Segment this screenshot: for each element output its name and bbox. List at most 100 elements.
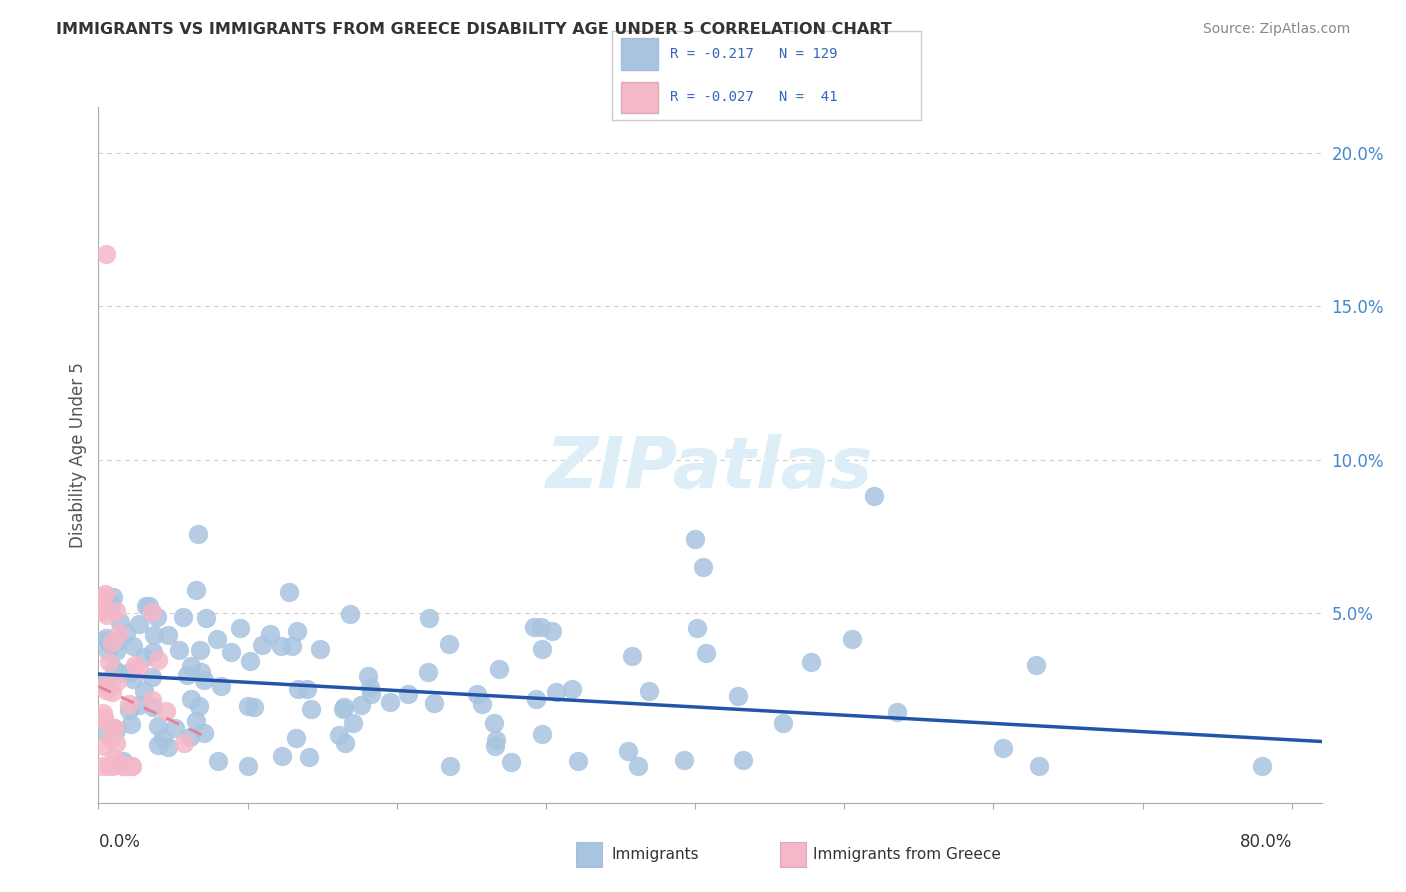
Point <box>112 759 135 773</box>
Point <box>841 632 863 646</box>
Point <box>236 759 259 773</box>
Point <box>418 610 440 624</box>
Point <box>180 658 202 673</box>
Point <box>281 640 304 654</box>
Point <box>115 759 138 773</box>
Point <box>188 643 211 657</box>
Point <box>295 682 318 697</box>
Point <box>195 611 218 625</box>
Point <box>108 633 131 648</box>
Point <box>627 759 650 773</box>
Point <box>141 693 163 707</box>
Point <box>482 716 505 731</box>
Point <box>115 626 138 640</box>
Y-axis label: Disability Age Under 5: Disability Age Under 5 <box>69 362 87 548</box>
Point <box>152 731 174 745</box>
Point <box>146 738 169 752</box>
Point <box>530 726 553 740</box>
Text: R = -0.217   N = 129: R = -0.217 N = 129 <box>671 47 838 62</box>
Point <box>437 637 460 651</box>
Point <box>94 631 117 645</box>
Point <box>118 703 141 717</box>
Point <box>378 695 401 709</box>
Point <box>141 670 163 684</box>
Text: IMMIGRANTS VS IMMIGRANTS FROM GREECE DISABILITY AGE UNDER 5 CORRELATION CHART: IMMIGRANTS VS IMMIGRANTS FROM GREECE DIS… <box>56 22 891 37</box>
Point <box>193 673 215 687</box>
Point <box>97 656 120 670</box>
Point <box>118 697 141 711</box>
Point <box>686 621 709 635</box>
Point <box>105 644 128 658</box>
Point <box>176 667 198 681</box>
Text: 0.0%: 0.0% <box>98 833 141 852</box>
Point <box>219 645 242 659</box>
Point <box>138 599 160 613</box>
Point <box>94 247 117 261</box>
Point <box>243 700 266 714</box>
Bar <box>621 38 658 70</box>
Point <box>250 638 273 652</box>
Point <box>97 644 120 658</box>
Point <box>155 704 177 718</box>
Point <box>142 627 165 641</box>
Point <box>328 728 350 742</box>
Text: R = -0.027   N =  41: R = -0.027 N = 41 <box>671 90 838 104</box>
Point <box>128 698 150 713</box>
Point <box>339 607 361 621</box>
Point <box>128 617 150 632</box>
Point <box>96 607 118 622</box>
Point <box>93 739 115 754</box>
Text: Source: ZipAtlas.com: Source: ZipAtlas.com <box>1202 22 1350 37</box>
Point <box>530 620 553 634</box>
Point <box>673 753 696 767</box>
Point <box>108 666 131 681</box>
Point <box>100 602 122 616</box>
Point <box>439 759 461 773</box>
Point <box>541 624 564 638</box>
Point <box>94 674 117 689</box>
Point <box>332 702 354 716</box>
Point <box>100 598 122 612</box>
Point <box>359 681 381 695</box>
Point <box>616 744 638 758</box>
Point <box>94 675 117 690</box>
Point <box>416 665 439 679</box>
Point <box>165 721 187 735</box>
Point <box>94 587 117 601</box>
Point <box>471 698 494 712</box>
Point <box>349 698 371 713</box>
Point <box>94 683 117 698</box>
Point <box>148 653 170 667</box>
Point <box>360 688 382 702</box>
Point <box>103 722 125 736</box>
Point <box>484 739 506 753</box>
Point <box>112 754 135 768</box>
Point <box>621 648 644 663</box>
Point <box>1028 759 1050 773</box>
Point <box>209 679 232 693</box>
Point <box>172 610 194 624</box>
Point <box>100 731 122 745</box>
Bar <box>621 82 658 113</box>
Point <box>271 748 294 763</box>
Point <box>103 751 125 765</box>
Point <box>259 627 281 641</box>
Point <box>270 639 292 653</box>
Point <box>308 642 330 657</box>
Point <box>148 719 170 733</box>
Point <box>335 736 357 750</box>
Text: ZIPatlas: ZIPatlas <box>547 434 873 503</box>
Point <box>184 714 207 728</box>
Point <box>167 642 190 657</box>
Point <box>107 673 129 688</box>
Point <box>531 642 554 657</box>
Point <box>101 756 124 771</box>
Point <box>156 739 179 754</box>
Point <box>522 620 544 634</box>
Point <box>886 705 908 719</box>
Point <box>98 681 121 695</box>
Point <box>141 605 163 619</box>
Point <box>488 662 510 676</box>
Point <box>122 639 145 653</box>
Point <box>121 717 143 731</box>
